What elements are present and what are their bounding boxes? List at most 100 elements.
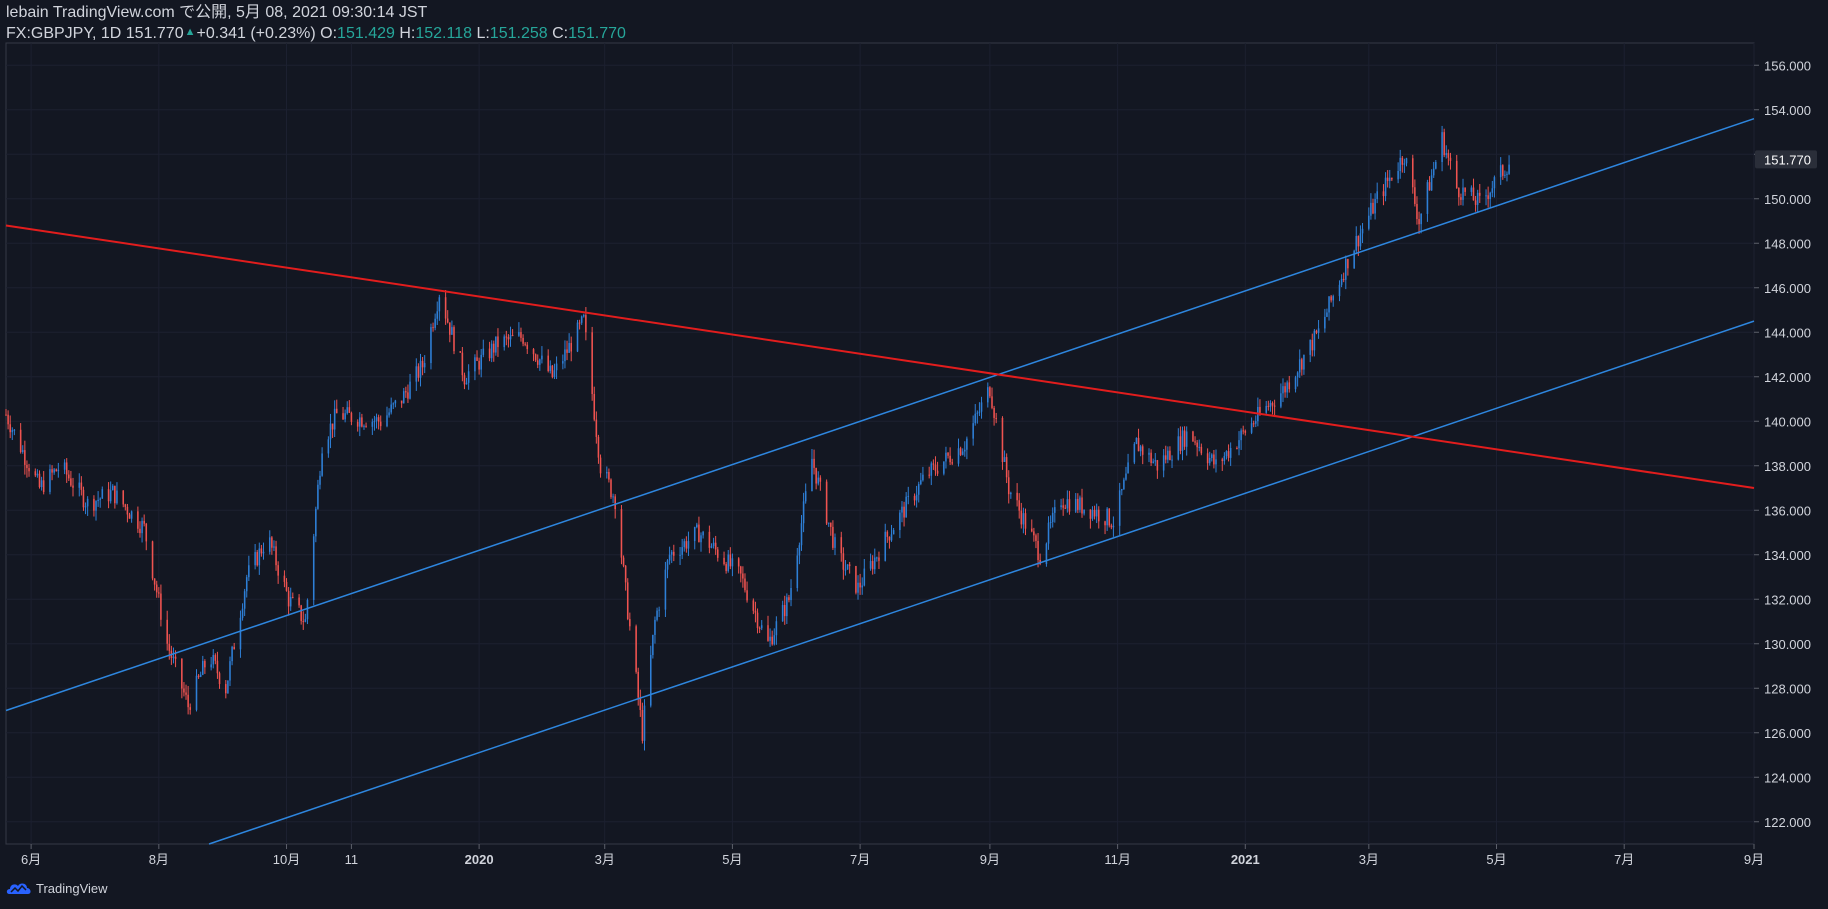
candle-body (1150, 452, 1152, 463)
candle-body (1005, 457, 1008, 478)
candle-body (1018, 500, 1020, 511)
candle-body (419, 360, 422, 378)
candle-body (844, 569, 847, 571)
candle-body (934, 464, 937, 471)
candle-body (216, 660, 219, 674)
candle-body (1499, 165, 1502, 178)
low-value: 151.258 (489, 25, 548, 42)
candle-body (451, 327, 453, 335)
trendlines[interactable] (5, 117, 1755, 845)
candle-body (913, 495, 916, 501)
candle-body (727, 554, 730, 571)
candle-body (1445, 153, 1448, 156)
candle-body (359, 417, 361, 427)
candle-body (273, 546, 275, 548)
price-axis[interactable]: 122.000 124.000 126.000 128.000 130.000 132.0… (1754, 58, 1811, 830)
candle-body (1030, 528, 1033, 532)
x-tick-label: 7月 (850, 852, 870, 867)
candle-body (1196, 442, 1198, 448)
candle-body (1077, 498, 1079, 510)
candle-body (758, 627, 761, 629)
time-axis[interactable]: 6月 8月 10月 11 2020 3月 5月 7月 9月 11月 2021 3月 5月 7月 9月 (21, 844, 1764, 867)
candle-body (7, 414, 9, 425)
candles (5, 125, 1510, 751)
candle-body (551, 365, 554, 378)
candle-body (804, 491, 807, 502)
candle-body (271, 537, 273, 548)
candle-body (693, 527, 696, 542)
candle-body (570, 342, 573, 352)
candle-body (813, 458, 815, 468)
candle-body (476, 357, 478, 361)
candle-body (95, 501, 97, 511)
candle-body (620, 509, 623, 558)
x-tick-label: 9月 (1744, 852, 1764, 867)
y-tick-label: 130.000 (1764, 637, 1811, 652)
up-arrow-icon: ▲ (184, 26, 196, 38)
candle-body (1282, 386, 1284, 394)
candle-body (356, 421, 359, 427)
candle-body (1506, 173, 1508, 175)
candle-body (1244, 430, 1247, 433)
candle-body (1225, 451, 1228, 457)
candle-body (995, 417, 997, 419)
candle-body (712, 542, 715, 547)
candle-body (243, 591, 246, 609)
candle-body (978, 411, 981, 413)
candle-body (405, 391, 407, 393)
candle-body (233, 646, 235, 650)
candle-body (1311, 339, 1314, 351)
candle-body (331, 423, 334, 430)
candle-body (239, 617, 242, 650)
candle-body (1382, 191, 1385, 197)
candle-body (928, 474, 930, 476)
trendline-upper-channel[interactable] (5, 117, 1755, 712)
candle-body (673, 551, 675, 556)
candle-body (1179, 436, 1182, 451)
candle-body (945, 452, 947, 462)
candle-body (1211, 454, 1213, 458)
candle-body (1455, 160, 1458, 188)
candle-body (1411, 158, 1414, 188)
trendline-lower-channel[interactable] (208, 320, 1755, 845)
x-tick-label: 3月 (1359, 852, 1379, 867)
candle-body (652, 634, 654, 656)
candle-body (886, 531, 889, 537)
candle-body (1035, 535, 1037, 541)
candle-body (534, 354, 537, 361)
candle-body (593, 394, 596, 420)
candle-body (873, 557, 876, 570)
candle-body (1007, 477, 1010, 495)
candle-body (1449, 157, 1452, 161)
candle-body (333, 408, 336, 430)
candle-body (388, 412, 390, 416)
candle-body (976, 412, 979, 414)
candle-body (292, 596, 294, 598)
candle-body (42, 480, 45, 492)
candle-body (610, 479, 612, 498)
candle-body (93, 498, 95, 511)
candle-body (465, 382, 468, 385)
candle-body (840, 537, 843, 554)
candle-body (771, 636, 773, 645)
candle-body (890, 534, 893, 541)
candle-body (773, 635, 776, 645)
candle-body (1106, 508, 1108, 526)
candle-body (1432, 168, 1435, 176)
candle-body (11, 430, 14, 433)
candle-body (670, 551, 673, 555)
candle-body (1097, 509, 1100, 522)
trendline-resistance[interactable] (5, 224, 1755, 489)
footer-brand[interactable]: TradingView (6, 880, 108, 896)
candle-body (183, 688, 185, 693)
candle-body (917, 484, 920, 495)
candle-body (348, 407, 351, 413)
candle-body (624, 565, 627, 583)
y-tick-label: 124.000 (1764, 770, 1811, 785)
candle-body (1315, 330, 1318, 333)
candle-body (365, 425, 367, 427)
candle-body (86, 498, 89, 507)
candle-body (1332, 296, 1335, 301)
candle-body (386, 415, 388, 427)
